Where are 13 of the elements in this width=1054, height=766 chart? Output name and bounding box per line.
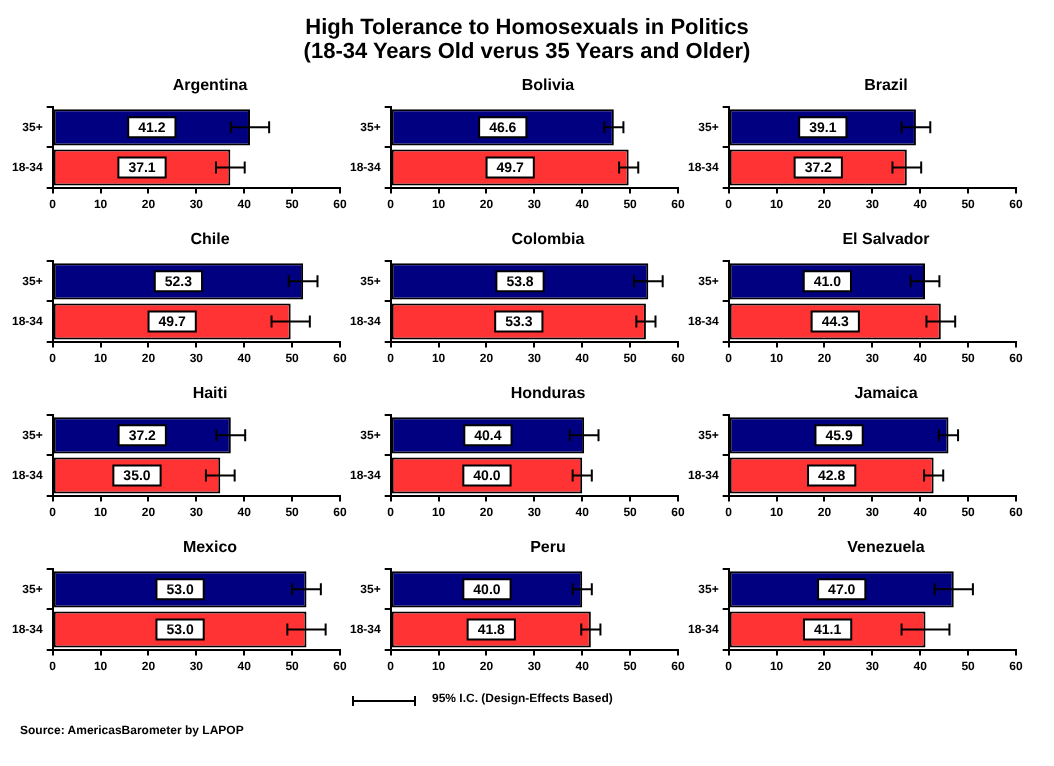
chart-title: Colombia (509, 228, 587, 250)
chart-title: Peru (528, 536, 568, 558)
chart-title: Honduras (508, 382, 588, 404)
chart-title: Jamaica (852, 382, 920, 404)
chart-title: Bolivia (519, 74, 577, 96)
chart-title: Argentina (170, 74, 250, 96)
chart-title: El Salvador (840, 228, 932, 250)
chart-title: Haiti (190, 382, 230, 404)
chart-title: Chile (188, 228, 232, 250)
chart-title: Mexico (180, 536, 240, 558)
chart-title: Brazil (862, 74, 910, 96)
chart-title: Venezuela (845, 536, 927, 558)
text: High Tolerance to Homosexuals in Politics (18-34 Years Old verus 35 Years and Older) (301, 16, 753, 64)
